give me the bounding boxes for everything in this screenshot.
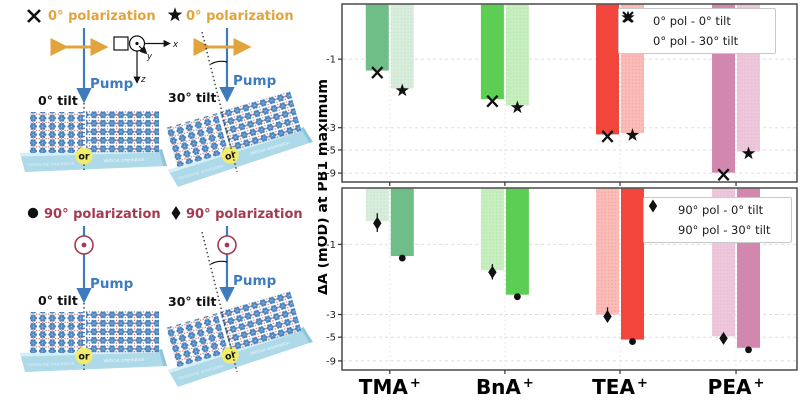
marker-star xyxy=(741,146,756,160)
z-axis-label: z xyxy=(140,75,146,85)
polarization-label: 90° polarization xyxy=(44,207,161,222)
y-tick-label: -3 xyxy=(326,310,336,321)
marker-star xyxy=(625,128,640,141)
y-tick-label: -9 xyxy=(326,169,336,180)
x-axis-label: x xyxy=(172,40,179,50)
bar xyxy=(480,4,504,100)
y-tick-label: -1 xyxy=(326,240,336,251)
marker-diamond xyxy=(603,309,612,323)
marker-star xyxy=(510,100,525,114)
or-label: or xyxy=(78,152,90,163)
tilt-label: 0° tilt xyxy=(38,93,78,108)
y-tick-label: -9 xyxy=(326,356,336,367)
polarization-dot xyxy=(81,242,87,248)
setup-90pol-30tilt: 90° polarization Pump 30° tilt Horizonta… xyxy=(156,206,315,389)
bar xyxy=(505,188,529,295)
y-axis-label: y xyxy=(146,52,153,62)
marker-circle xyxy=(398,254,406,262)
bar-texture xyxy=(505,4,529,106)
pump-label: Pump xyxy=(90,276,134,292)
legend-item: 0° pol - 0° tilt xyxy=(622,11,771,31)
legend-item: 0° pol - 30° tilt xyxy=(621,10,771,51)
star-marker-icon xyxy=(167,7,183,22)
bar xyxy=(596,4,620,135)
pump-label: Pump xyxy=(233,273,277,289)
bottom-panel: -1 -3 -5 -9 xyxy=(326,187,798,374)
tilt-angle-arc xyxy=(210,260,228,265)
panel-border xyxy=(341,187,798,371)
or-badge xyxy=(221,146,239,164)
polarization-label: 90° polarization xyxy=(186,207,303,222)
y-tick-label: -1 xyxy=(326,55,336,66)
bar xyxy=(621,188,645,340)
legend-top-panel: 0° pol - 0° tilt 0° pol - 30° tilt xyxy=(618,8,776,54)
experiment-scheme: x y z 0° polarization Pump 0° tilt Horiz… xyxy=(20,7,315,389)
marker-diamond xyxy=(373,216,382,230)
bar xyxy=(390,188,414,257)
or-badge xyxy=(221,346,239,364)
beam-path-dotted-line xyxy=(201,31,238,173)
legend-bottom-panel: 90° pol - 0° tilt 90° pol - 30° tilt xyxy=(643,197,792,243)
setup-90pol-0tilt: 90° polarization Pump 0° tilt Horizontal… xyxy=(20,207,167,372)
substrate-right-label: Vertical orientation xyxy=(103,157,144,164)
polarization-label: 0° polarization xyxy=(48,9,156,24)
tilt-label: 0° tilt xyxy=(38,293,78,308)
bar-texture xyxy=(365,188,389,222)
marker-circle xyxy=(629,338,636,345)
marker-x xyxy=(717,168,730,181)
beam-path-dotted-line xyxy=(201,231,238,373)
polarization-label: 0° polarization xyxy=(186,9,294,24)
polarization-dot xyxy=(224,242,230,248)
category-label: BnA + xyxy=(476,375,534,399)
y-tick-label: -5 xyxy=(326,333,336,344)
substrate-left-label: Horizontal orientation xyxy=(27,361,74,368)
marker-circle xyxy=(745,346,752,354)
setup-0pol-30tilt: 0° polarization Pump 30° tilt Horizontal… xyxy=(156,7,315,189)
substrate-left-label: Horizontal orientation xyxy=(27,161,74,168)
bar-texture xyxy=(480,188,504,271)
legend-item: 90° pol - 0° tilt xyxy=(648,200,787,220)
bar-texture xyxy=(596,188,620,315)
marker-circle xyxy=(513,293,521,301)
panel-border xyxy=(341,3,798,183)
setup-0pol-0tilt: 0° polarization Pump 0° tilt Horizontal … xyxy=(20,9,167,172)
chart-area: ΔA (mOD) at PB1 maximum -1 -3 -5 -9 -1 -3 -5 -9… xyxy=(318,0,800,405)
bar xyxy=(365,4,389,71)
legend-label: 0° pol - 0° tilt xyxy=(653,14,731,28)
substrate-right-label: Vertical orientation xyxy=(103,357,144,364)
marker-x xyxy=(371,66,384,79)
category-label: TEA + xyxy=(592,375,648,399)
category-label: PEA + xyxy=(708,375,765,399)
or-badge xyxy=(75,147,93,165)
pump-label: Pump xyxy=(233,73,277,89)
bar-texture xyxy=(390,4,414,89)
marker-x xyxy=(601,130,614,143)
legend-label: 90° pol - 0° tilt xyxy=(678,203,764,217)
legend-item: 90° pol - 30° tilt xyxy=(648,199,787,240)
or-badge xyxy=(75,347,93,365)
y-tick-label: -3 xyxy=(326,123,336,134)
circle-marker-icon xyxy=(27,207,39,219)
diamond-marker-icon xyxy=(171,206,181,220)
tilt-label: 30° tilt xyxy=(168,90,217,105)
tilt-angle-arc xyxy=(210,60,228,65)
tilt-label: 30° tilt xyxy=(168,294,217,309)
chart-svg: ΔA (mOD) at PB1 maximum -1 -3 -5 -9 -1 -3 -5 -9… xyxy=(318,3,798,399)
category-label: TMA + xyxy=(359,375,421,399)
marker-star xyxy=(395,83,409,97)
legend-label: 0° pol - 30° tilt xyxy=(653,34,739,48)
legend-label: 90° pol - 30° tilt xyxy=(678,223,771,237)
pump-label: Pump xyxy=(90,76,134,92)
y-tick-label: -5 xyxy=(326,145,336,156)
or-label: or xyxy=(78,352,90,363)
coordinate-axes-icon: x y z xyxy=(113,35,179,85)
marker-diamond xyxy=(488,265,497,279)
marker-x xyxy=(486,94,499,108)
x-marker-icon xyxy=(27,9,41,23)
y-axis-title: ΔA (mOD) at PB1 maximum xyxy=(318,79,331,295)
